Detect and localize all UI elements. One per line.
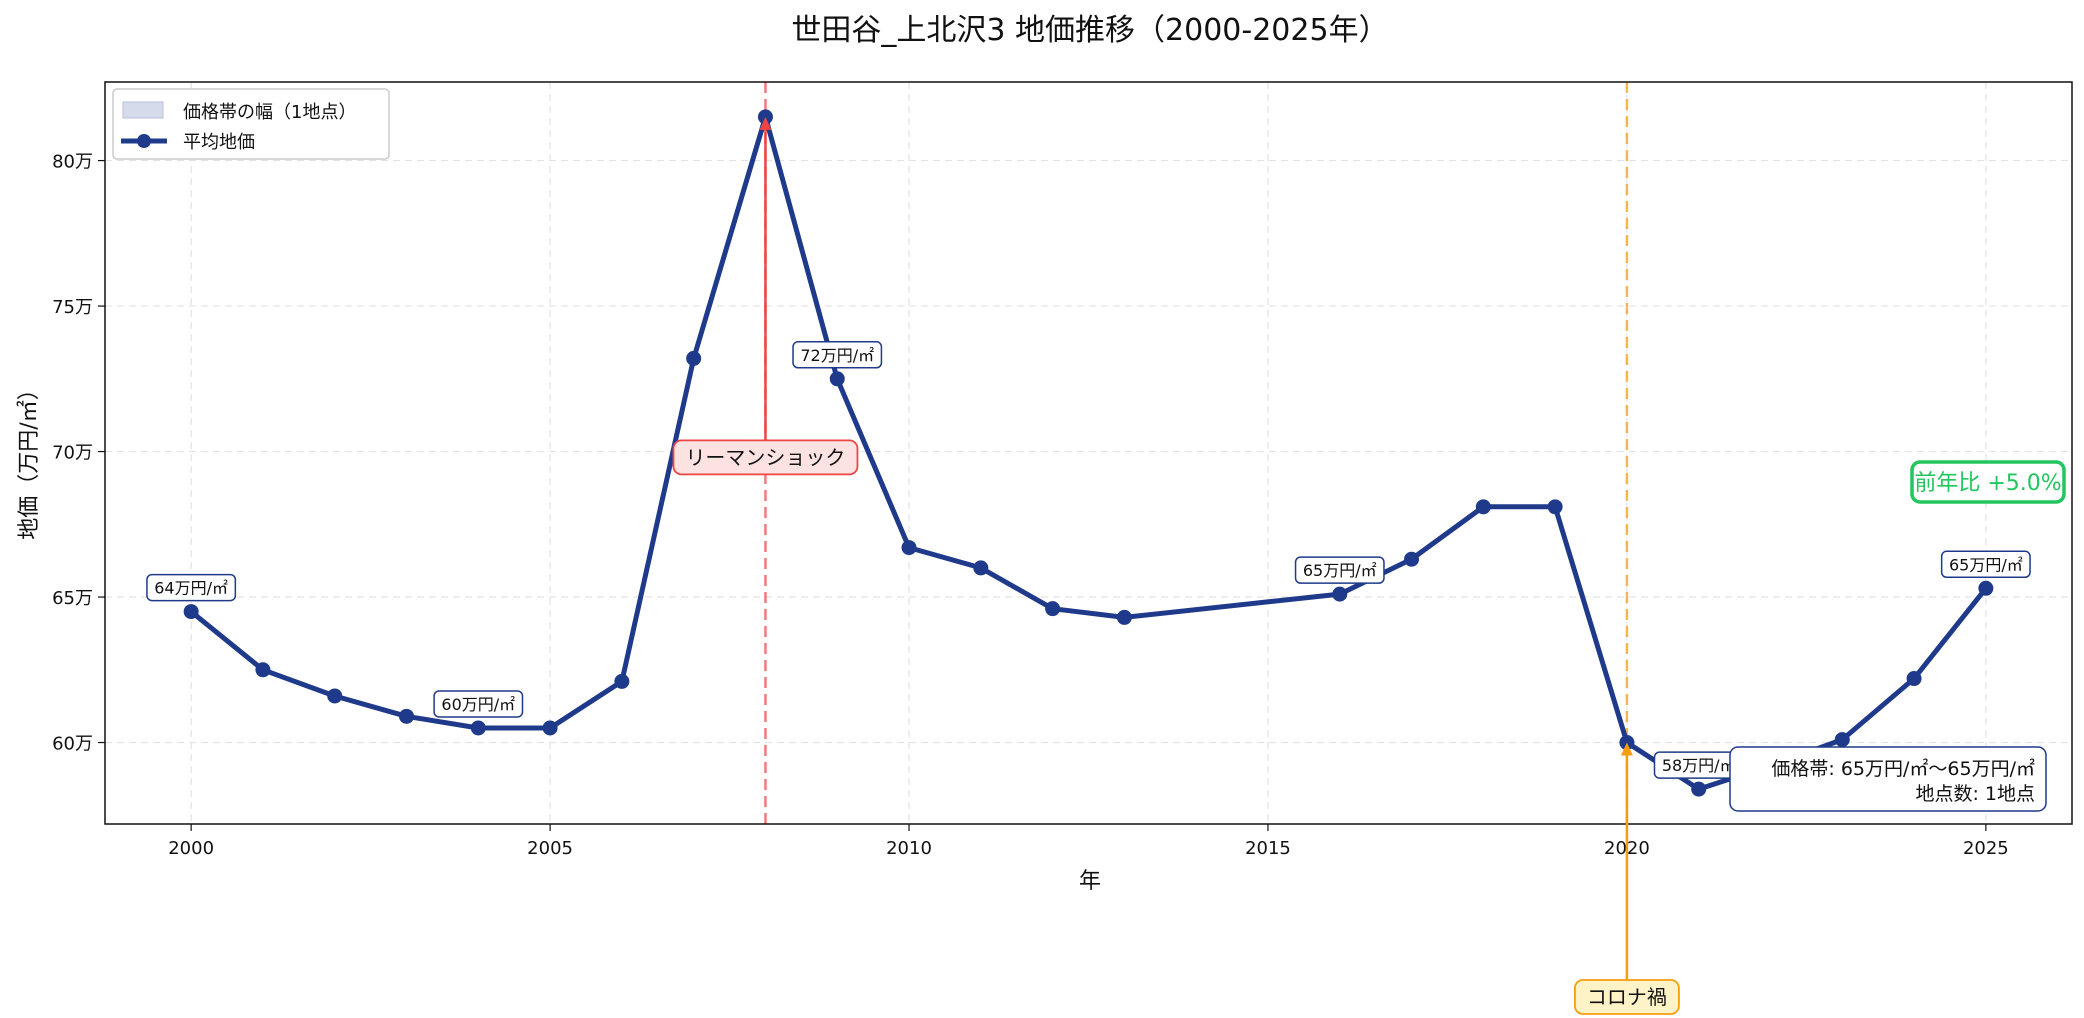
data-point <box>1547 499 1563 515</box>
x-tick-label: 2010 <box>886 838 932 859</box>
data-label-text: 65万円/㎡ <box>1303 561 1377 580</box>
data-label-box <box>433 690 524 718</box>
price-band-info-box: 価格帯: 65万円/㎡〜65万円/㎡ 地点数: 1地点 <box>1729 746 2047 812</box>
legend-label-line: 平均地価 <box>183 132 255 153</box>
yoy-text: 前年比 +5.0% <box>1914 471 2061 496</box>
data-label: 64万円/㎡ <box>146 573 237 602</box>
x-tick-label: 2005 <box>527 838 573 859</box>
data-label: 58万円/㎡ <box>1653 751 1744 779</box>
data-label-text: 64万円/㎡ <box>154 579 228 598</box>
event-label-text: リーマンショック <box>685 445 845 469</box>
x-tick-label: 2025 <box>1963 838 2009 859</box>
info-box-line2: 地点数: 1地点 <box>1915 783 2035 805</box>
info-box-line1: 価格帯: 65万円/㎡〜65万円/㎡ <box>1771 757 2035 780</box>
chart-title: 世田谷_上北沢3 地価推移（2000-2025年） <box>791 13 1388 48</box>
data-point <box>1691 781 1707 797</box>
data-point <box>1834 732 1850 748</box>
data-point <box>1906 671 1922 687</box>
data-point <box>1978 580 1994 596</box>
event-lines <box>764 82 1629 824</box>
series-line <box>189 114 1988 792</box>
series-layer <box>183 109 1994 797</box>
legend-marker <box>137 134 151 148</box>
data-point <box>183 604 199 620</box>
data-point <box>1404 551 1420 567</box>
y-tick-label: 80万 <box>52 152 93 173</box>
data-label-text: 60万円/㎡ <box>441 695 515 714</box>
data-point <box>1045 601 1061 617</box>
data-point <box>327 688 343 704</box>
event-arrow-head <box>1620 742 1633 756</box>
data-label-box <box>792 341 883 369</box>
data-point <box>901 540 917 556</box>
legend-band-swatch <box>122 101 164 119</box>
y-axis-label: 地価（万円/㎡） <box>16 378 42 539</box>
data-point <box>614 673 630 689</box>
data-label: 65万円/㎡ <box>1940 550 2031 579</box>
data-point <box>1332 586 1348 602</box>
data-labels: 64万円/㎡ 60万円/㎡ 72万円/㎡ 65万円/㎡ 58万円/㎡ 65万円/㎡ <box>146 341 2031 779</box>
y-tick-label: 70万 <box>52 443 93 464</box>
event-arrow-head <box>759 116 772 130</box>
data-point <box>829 371 845 387</box>
data-point <box>973 560 989 576</box>
legend-label-band: 価格帯の幅（1地点） <box>183 102 356 123</box>
legend: 価格帯の幅（1地点） 平均地価 <box>112 88 390 160</box>
event-label-box <box>1574 979 1680 1015</box>
data-label: 65万円/㎡ <box>1294 556 1385 584</box>
x-tick-label: 2000 <box>168 838 214 859</box>
legend-frame <box>112 88 390 160</box>
data-point <box>470 720 486 736</box>
event-label-text: コロナ禍 <box>1587 985 1667 1009</box>
data-point <box>542 720 558 736</box>
yoy-badge-frame <box>1910 460 2066 504</box>
data-point <box>1475 499 1491 515</box>
event-label-box <box>672 439 859 476</box>
data-label-box <box>1294 556 1385 584</box>
yoy-badge: 前年比 +5.0% <box>1910 460 2066 504</box>
data-label-text: 65万円/㎡ <box>1949 555 2023 574</box>
data-point <box>686 350 702 366</box>
x-axis-label: 年 <box>1079 869 1101 894</box>
data-label-text: 58万円/㎡ <box>1662 756 1736 775</box>
data-point <box>399 708 415 724</box>
y-tick-label: 60万 <box>52 734 93 755</box>
data-label: 72万円/㎡ <box>792 341 883 369</box>
data-label-box <box>146 573 237 602</box>
plot-frame <box>104 81 2073 825</box>
data-point <box>1116 609 1132 625</box>
data-label: 60万円/㎡ <box>433 690 524 718</box>
event-annotation: コロナ禍 <box>1574 742 1680 1015</box>
y-tick-label: 75万 <box>52 297 93 318</box>
event-annotation: リーマンショック <box>672 116 859 476</box>
data-label-text: 72万円/㎡ <box>800 346 874 365</box>
x-tick-label: 2015 <box>1245 838 1291 859</box>
info-box-frame <box>1729 746 2047 812</box>
y-tick-label: 65万 <box>52 588 93 609</box>
data-point <box>255 662 271 678</box>
data-label-box <box>1940 550 2031 579</box>
